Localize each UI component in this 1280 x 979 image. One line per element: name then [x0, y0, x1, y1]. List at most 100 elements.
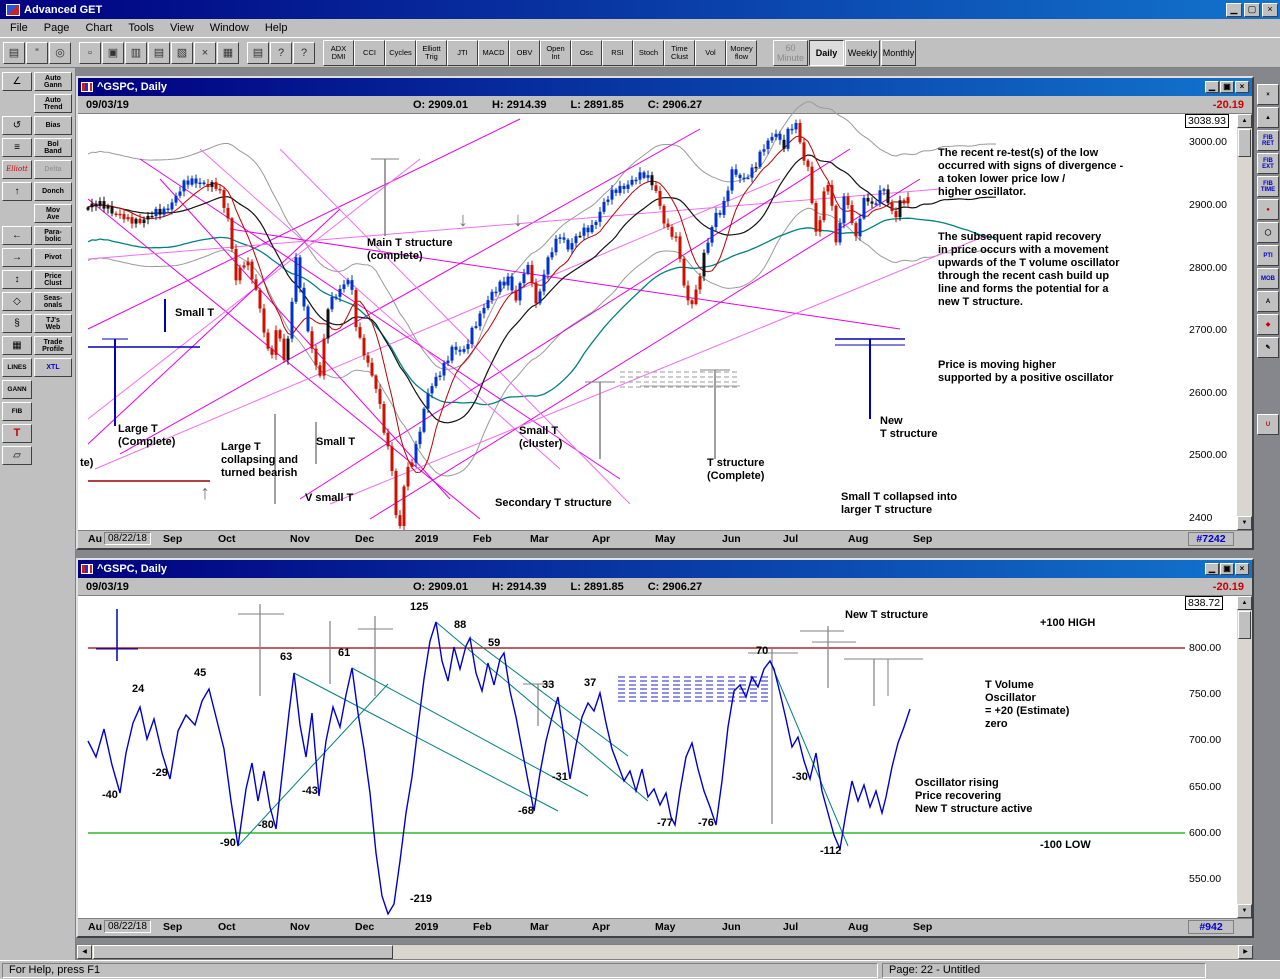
tool-bias-button[interactable]: Bias	[34, 116, 72, 135]
tool-donch-button[interactable]: Donch	[34, 182, 72, 201]
app-maximize-button[interactable]: ▢	[1244, 2, 1260, 17]
tool-trade-button[interactable]: Trade Profile	[34, 336, 72, 355]
tile-horizontal-icon[interactable]: ▥	[125, 41, 147, 64]
period-60-minute-button[interactable]: 60 Minute	[773, 39, 808, 66]
cascade-icon[interactable]: ▧	[171, 41, 193, 64]
study-rsi-button[interactable]: RSI	[602, 39, 633, 66]
tile-vertical-icon[interactable]: ▤	[148, 41, 170, 64]
fib-extension-tool[interactable]: FIB EXT	[1257, 153, 1279, 174]
seasonal-icon[interactable]: ◇	[2, 292, 32, 311]
arrow-up-icon[interactable]: ↑	[2, 182, 32, 201]
price-chart-plot[interactable]: ↓ ↓ ↑ The recent re-test(s) of the low occur…	[80, 101, 1185, 531]
copy-page-icon[interactable]: ▣	[102, 41, 124, 64]
menu-tools[interactable]: Tools	[128, 22, 155, 34]
app-titlebar[interactable]: Advanced GET ▁ ▢ ×	[0, 0, 1280, 19]
study-obv-button[interactable]: OBV	[509, 39, 540, 66]
scroll-right-button[interactable]: ▶	[1238, 945, 1253, 959]
scrollbar-thumb[interactable]	[93, 945, 393, 959]
tool-bol-button[interactable]: Bol Band	[34, 138, 72, 157]
pointer-tool[interactable]: ▲	[1257, 107, 1279, 128]
scroll-up-button[interactable]: ▲	[1237, 114, 1252, 128]
menu-view[interactable]: View	[170, 22, 194, 34]
ellipse-tool[interactable]: ◯	[1257, 222, 1279, 243]
scroll-up-button[interactable]: ▲	[1237, 596, 1252, 610]
app-close-button[interactable]: ×	[1262, 2, 1278, 17]
fib-tool[interactable]: FIB	[2, 402, 32, 421]
menu-window[interactable]: Window	[209, 22, 249, 34]
elliott-icon[interactable]: Elliott	[2, 160, 32, 179]
study-jti-button[interactable]: JTI	[447, 39, 478, 66]
study-osc-button[interactable]: Osc	[571, 39, 602, 66]
fib-retracement-tool[interactable]: FIB RET	[1257, 130, 1279, 151]
menu-file[interactable]: File	[10, 22, 28, 34]
text-tool[interactable]: A	[1257, 291, 1279, 312]
study-icon[interactable]: ≡	[2, 138, 32, 157]
arrow-left-icon[interactable]: ←	[2, 226, 32, 245]
menu-help[interactable]: Help	[264, 22, 288, 34]
tool-xtl-button[interactable]: XTL	[34, 358, 72, 377]
price-window-titlebar[interactable]: ^GSPC, Daily ▁ ▣ ×	[78, 78, 1252, 96]
arrow-right-icon[interactable]: →	[2, 248, 32, 267]
tool-seas-button[interactable]: Seas- onals	[34, 292, 72, 311]
scroll-down-button[interactable]: ▼	[1237, 516, 1252, 530]
pti-tool[interactable]: PTI	[1257, 245, 1279, 266]
print-icon[interactable]: ▤	[247, 41, 269, 64]
scrollbar-thumb[interactable]	[1238, 611, 1251, 639]
window-restore-button[interactable]: ▣	[1220, 81, 1234, 93]
gann-fan-icon[interactable]: ∠	[2, 72, 32, 91]
tool-mov-button[interactable]: Mov Ave	[34, 204, 72, 223]
undo-tool[interactable]: U	[1257, 414, 1279, 435]
chart-layout-tool[interactable]: ▱	[2, 446, 32, 465]
reset-icon[interactable]: ↺	[2, 116, 32, 135]
gann-tool[interactable]: GANN	[2, 380, 32, 399]
study-vol-button[interactable]: Vol	[695, 39, 726, 66]
study-elliott-button[interactable]: Elliott Trig	[416, 39, 447, 66]
menu-page[interactable]: Page	[43, 22, 70, 34]
study-macd-button[interactable]: MACD	[478, 39, 509, 66]
scroll-down-button[interactable]: ▼	[1237, 904, 1252, 918]
study-stoch-button[interactable]: Stoch	[633, 39, 664, 66]
context-help-icon[interactable]: ?	[293, 41, 315, 64]
lines-tool[interactable]: LINES	[2, 358, 32, 377]
study-open-button[interactable]: Open Int	[540, 39, 571, 66]
study-adx-button[interactable]: ADX DMI	[323, 39, 354, 66]
osc-vertical-scrollbar[interactable]: ▲ ▼	[1237, 596, 1252, 918]
tool-auto-button[interactable]: Auto Gann	[34, 72, 72, 91]
menu-chart[interactable]: Chart	[85, 22, 113, 34]
window-close-button[interactable]: ×	[1235, 81, 1249, 93]
grid-layout-icon[interactable]: ▦	[217, 41, 239, 64]
tool-auto-button[interactable]: Auto Trend	[34, 94, 72, 113]
price-vertical-scrollbar[interactable]: ▲ ▼	[1237, 114, 1252, 530]
scroll-left-button[interactable]: ◀	[77, 945, 92, 959]
grid-icon[interactable]: ▦	[2, 336, 32, 355]
window-minimize-button[interactable]: ▁	[1205, 563, 1219, 575]
tool-para-button[interactable]: Para- bolic	[34, 226, 72, 245]
study-money-button[interactable]: Money flow	[726, 39, 757, 66]
window-restore-button[interactable]: ▣	[1220, 563, 1234, 575]
app-minimize-button[interactable]: ▁	[1226, 2, 1242, 17]
tool-delta-button[interactable]: Delta	[34, 160, 72, 179]
regression-tool[interactable]: ●	[1257, 199, 1279, 220]
tool-tjs-button[interactable]: TJ's Web	[34, 314, 72, 333]
diamond-tool[interactable]: ◆	[1257, 314, 1279, 335]
study-time-button[interactable]: Time Clust	[664, 39, 695, 66]
window-minimize-button[interactable]: ▁	[1205, 81, 1219, 93]
window-close-button[interactable]: ×	[1235, 563, 1249, 575]
chart-page-icon[interactable]: ▤	[3, 41, 25, 64]
period-monthly-button[interactable]: Monthly	[881, 39, 916, 66]
price-cluster-icon[interactable]: ↕	[2, 270, 32, 289]
pencil-tool[interactable]: ✎	[1257, 337, 1279, 358]
period-weekly-button[interactable]: Weekly	[845, 39, 880, 66]
zoom-icon[interactable]: ◎	[49, 41, 71, 64]
study-cycles-button[interactable]: Cycles	[385, 39, 416, 66]
close-tool[interactable]: ×	[1257, 84, 1279, 105]
help-icon[interactable]: ?	[270, 41, 292, 64]
new-page-icon[interactable]: ▫	[79, 41, 101, 64]
period-daily-button[interactable]: Daily	[809, 39, 844, 66]
trend-t-tool[interactable]: T	[2, 424, 32, 443]
tool-price-button[interactable]: Price Clust	[34, 270, 72, 289]
mob-tool[interactable]: MOB	[1257, 268, 1279, 289]
osc-window-titlebar[interactable]: ^GSPC, Daily ▁ ▣ ×	[78, 560, 1252, 578]
delete-page-icon[interactable]: ×	[194, 41, 216, 64]
horizontal-scrollbar[interactable]: ◀ ▶	[76, 944, 1254, 960]
